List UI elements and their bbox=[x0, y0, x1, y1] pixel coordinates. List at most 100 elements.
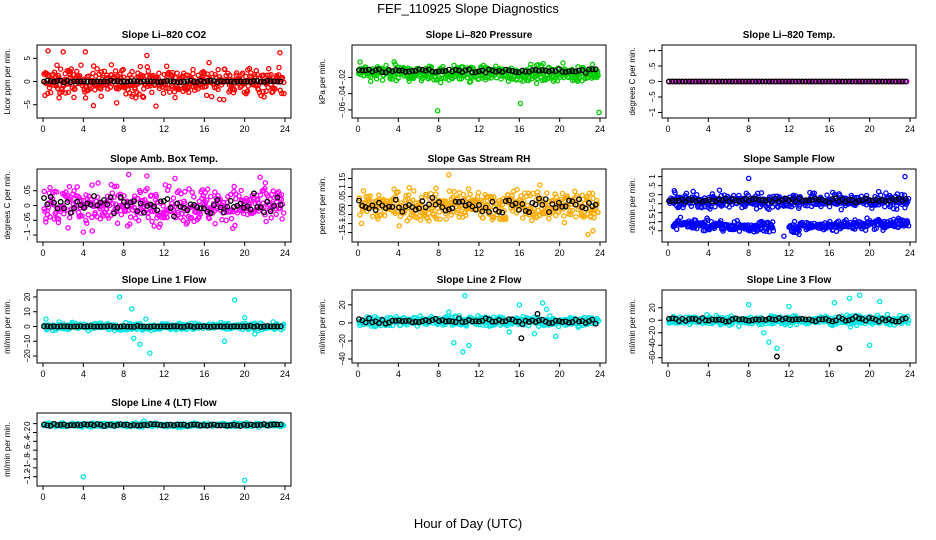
data-point bbox=[672, 78, 679, 85]
data-point bbox=[426, 318, 432, 325]
data-point bbox=[587, 214, 594, 220]
data-point bbox=[62, 90, 69, 96]
data-point bbox=[121, 193, 127, 199]
data-point bbox=[71, 188, 77, 194]
data-point bbox=[56, 95, 62, 101]
data-point bbox=[419, 66, 426, 73]
data-point bbox=[806, 78, 812, 85]
data-point bbox=[231, 78, 237, 85]
data-point bbox=[392, 317, 399, 324]
data-point bbox=[127, 323, 134, 330]
data-point bbox=[559, 203, 566, 210]
data-point bbox=[244, 78, 251, 85]
data-point bbox=[217, 78, 224, 85]
data-point bbox=[896, 218, 903, 224]
data-point bbox=[154, 79, 161, 86]
data-point bbox=[758, 190, 765, 196]
x-tick-label: 8 bbox=[121, 248, 126, 258]
data-point bbox=[688, 203, 695, 210]
data-point bbox=[826, 317, 832, 324]
y-tick-label: −20 bbox=[338, 334, 347, 348]
data-point bbox=[712, 316, 719, 323]
data-point bbox=[157, 198, 164, 205]
x-tick-label: 4 bbox=[81, 124, 86, 134]
data-point bbox=[67, 68, 73, 75]
data-point bbox=[118, 211, 125, 218]
data-point bbox=[237, 323, 244, 330]
data-point bbox=[716, 78, 722, 85]
data-point bbox=[86, 73, 92, 79]
data-point bbox=[666, 315, 672, 322]
data-point bbox=[666, 198, 672, 204]
data-point bbox=[143, 316, 149, 322]
panel-3: Slope Li–820 Temp.0 4 8 12 16 20 24−1−.50.51de… bbox=[628, 30, 917, 134]
data-point bbox=[227, 323, 234, 330]
x-tick-label: 0 bbox=[665, 124, 670, 134]
data-point bbox=[101, 323, 107, 330]
x-tick-label: 20 bbox=[240, 492, 250, 502]
data-point bbox=[856, 78, 862, 85]
data-point bbox=[171, 213, 177, 220]
data-point bbox=[234, 323, 241, 330]
x-tick-label: 24 bbox=[280, 124, 290, 134]
data-point bbox=[190, 66, 196, 73]
x-tick-label: 0 bbox=[40, 369, 45, 379]
data-point bbox=[552, 204, 559, 211]
data-point bbox=[144, 78, 151, 85]
data-point bbox=[779, 78, 786, 85]
y-tick-label: 20 bbox=[23, 292, 32, 301]
data-point bbox=[799, 315, 806, 322]
x-tick-label: 12 bbox=[474, 369, 484, 379]
data-point bbox=[191, 323, 197, 330]
points-layer bbox=[666, 292, 912, 360]
data-point bbox=[729, 196, 736, 203]
x-tick-label: 20 bbox=[555, 248, 565, 258]
data-point bbox=[709, 191, 716, 197]
data-point bbox=[452, 66, 459, 73]
y-tick-label: −40 bbox=[338, 352, 347, 366]
data-point bbox=[533, 80, 540, 87]
data-point bbox=[54, 205, 61, 212]
data-point bbox=[706, 317, 712, 324]
panel-title: Slope Line 2 Flow bbox=[437, 275, 522, 286]
data-point bbox=[696, 197, 702, 204]
data-point bbox=[892, 318, 899, 325]
data-point bbox=[436, 209, 443, 215]
data-point bbox=[579, 204, 586, 211]
data-point bbox=[409, 68, 416, 74]
points-layer bbox=[356, 293, 602, 355]
data-point bbox=[410, 188, 417, 194]
data-point bbox=[488, 75, 494, 81]
data-point bbox=[769, 225, 776, 231]
data-point bbox=[278, 90, 285, 97]
data-point bbox=[856, 197, 862, 204]
data-point bbox=[61, 210, 67, 217]
data-point bbox=[549, 67, 556, 74]
y-tick-label: −.5 bbox=[648, 197, 657, 209]
data-point bbox=[469, 203, 476, 210]
data-point bbox=[367, 193, 373, 199]
data-point bbox=[752, 78, 759, 85]
data-point bbox=[518, 335, 525, 342]
data-point bbox=[161, 323, 167, 330]
data-point bbox=[475, 189, 482, 196]
data-point bbox=[223, 217, 229, 224]
y-tick-label: .05 bbox=[338, 190, 347, 202]
data-point bbox=[542, 67, 549, 74]
data-point bbox=[761, 329, 767, 336]
data-point bbox=[234, 78, 241, 85]
data-point bbox=[872, 196, 879, 203]
data-point bbox=[104, 323, 111, 330]
data-point bbox=[131, 204, 137, 211]
x-tick-label: 12 bbox=[784, 369, 794, 379]
data-point bbox=[137, 200, 144, 207]
data-point bbox=[561, 213, 567, 219]
data-point bbox=[111, 323, 117, 330]
data-point bbox=[712, 78, 719, 85]
data-point bbox=[456, 198, 462, 205]
data-point bbox=[595, 209, 601, 216]
data-point bbox=[426, 218, 432, 224]
y-tick-label: 0 bbox=[23, 324, 32, 329]
data-point bbox=[436, 318, 442, 324]
